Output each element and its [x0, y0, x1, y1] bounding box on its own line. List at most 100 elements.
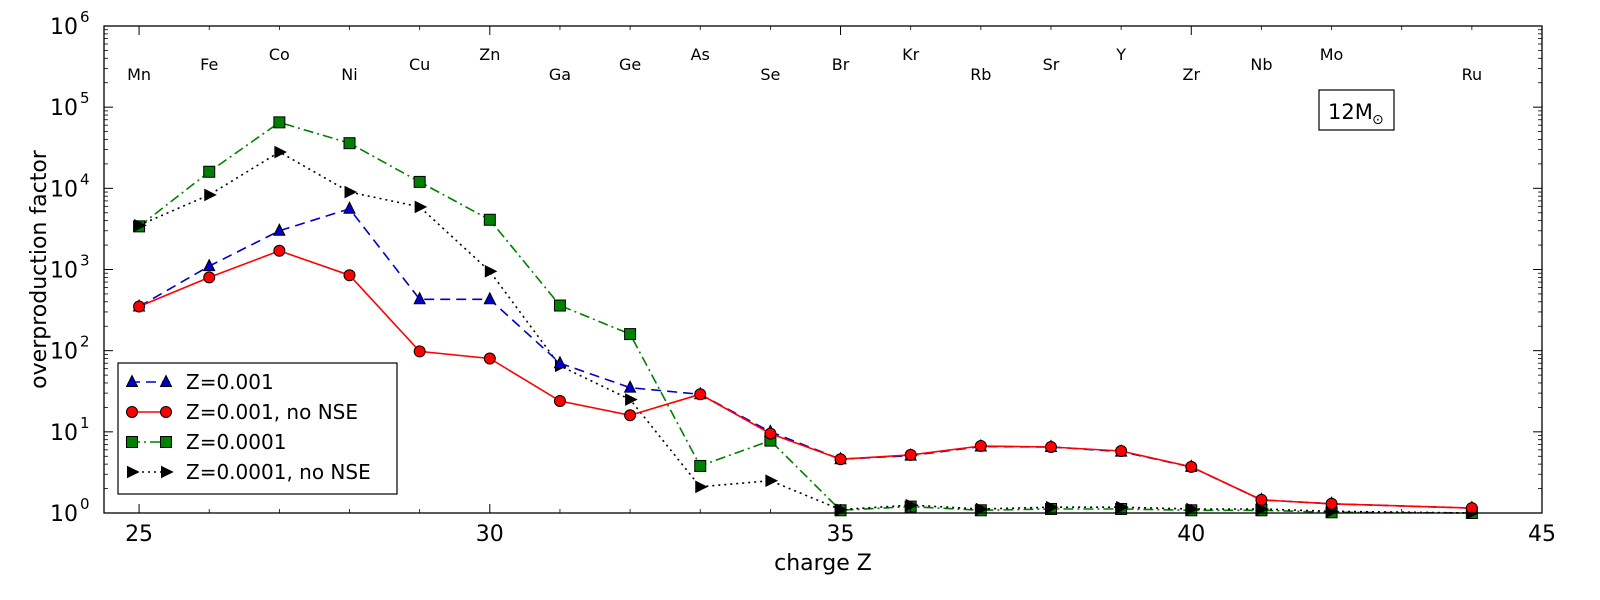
y-tick-label-3: 10 [50, 259, 78, 284]
point-1-11 [904, 448, 917, 461]
y-tick-exp-4: 4 [80, 170, 90, 188]
legend-marker-b-2 [160, 436, 172, 448]
y-tick-label-5: 10 [50, 96, 78, 121]
point-1-7 [624, 409, 637, 422]
point-1-1 [203, 271, 216, 284]
element-label-co: Co [269, 45, 290, 64]
point-3-4 [414, 200, 428, 214]
y-tick-exp-3: 3 [80, 252, 90, 270]
element-label-mn: Mn [127, 65, 151, 84]
y-tick-exp-1: 1 [80, 414, 90, 432]
x-axis-title: charge Z [774, 551, 872, 576]
point-0-7 [623, 380, 637, 393]
point-1-13 [1044, 441, 1057, 454]
legend-marker-b-0 [159, 374, 173, 387]
y-tick-exp-6: 6 [80, 8, 90, 26]
point-2-3 [343, 137, 356, 150]
point-2-6 [553, 299, 566, 312]
element-label-se: Se [760, 65, 780, 84]
point-1-10 [834, 453, 847, 466]
legend-marker-b-1 [160, 406, 172, 418]
element-label-ru: Ru [1462, 65, 1483, 84]
y-tick-label-2: 10 [50, 340, 78, 365]
legend-label-3: Z=0.0001, no NSE [186, 460, 371, 484]
y-tick-label-6: 10 [50, 15, 78, 40]
point-3-3 [344, 185, 358, 199]
series-1 [133, 244, 1478, 515]
point-1-9 [764, 427, 777, 440]
x-tick-label-30: 30 [476, 522, 504, 547]
element-label-mo: Mo [1320, 45, 1344, 64]
point-1-16 [1255, 493, 1268, 506]
mass-annotation: 12M ⊙ [1318, 89, 1395, 131]
mass-label: 12M [1328, 100, 1373, 124]
element-label-as: As [691, 45, 710, 64]
element-label-ni: Ni [341, 65, 357, 84]
point-0-1 [202, 258, 216, 272]
legend-item-2: Z=0.0001 [126, 430, 286, 454]
legend-label-0: Z=0.001 [186, 370, 274, 394]
element-labels: Mn Fe Co Ni Cu Zn Ga Ge As Se Br Kr Rb Sr Y Zr Nb Mo Ru [127, 45, 1482, 84]
point-3-15 [1186, 502, 1199, 516]
mass-subscript: ⊙ [1372, 112, 1384, 128]
legend-marker-a-2 [126, 436, 138, 448]
point-1-3 [343, 269, 356, 282]
element-label-y: Y [1115, 45, 1126, 64]
point-2-8 [694, 459, 707, 472]
y-tick-label-0: 10 [50, 502, 78, 527]
y-axis-title: overproduction factor [27, 149, 52, 389]
point-1-17 [1325, 497, 1338, 510]
point-3-13 [1045, 500, 1059, 514]
x-tick-label-40: 40 [1177, 522, 1205, 547]
point-1-8 [694, 388, 707, 401]
point-3-5 [484, 264, 498, 278]
point-2-7 [624, 328, 637, 341]
point-0-2 [273, 223, 286, 236]
point-3-11 [905, 498, 919, 512]
point-0-3 [343, 201, 356, 214]
point-1-12 [974, 439, 987, 452]
element-label-br: Br [832, 55, 850, 74]
legend-item-0: Z=0.001 [125, 370, 274, 394]
point-2-4 [413, 175, 426, 188]
element-label-kr: Kr [902, 45, 919, 64]
element-label-ge: Ge [619, 55, 641, 74]
point-3-0 [134, 219, 147, 232]
y-tick-label-4: 10 [50, 177, 78, 202]
point-0-5 [483, 291, 497, 305]
legend-marker-a-1 [126, 406, 138, 418]
y-tick-exp-0: 0 [80, 495, 90, 513]
legend-label-2: Z=0.0001 [186, 430, 286, 454]
y-tick-label-1: 10 [50, 421, 78, 446]
point-3-8 [695, 480, 708, 494]
element-label-zn: Zn [479, 45, 500, 64]
point-1-14 [1115, 445, 1128, 458]
legend-marker-b-3 [161, 465, 174, 479]
point-2-1 [203, 165, 216, 178]
y-tick-exp-5: 5 [80, 89, 90, 107]
mass-box [1318, 89, 1395, 131]
data-series [132, 116, 1480, 520]
element-label-cu: Cu [409, 55, 430, 74]
point-0-6 [553, 355, 567, 369]
point-3-7 [625, 393, 638, 406]
point-1-2 [273, 244, 286, 257]
y-tick-exp-2: 2 [80, 333, 90, 351]
element-label-rb: Rb [970, 65, 991, 84]
element-label-ga: Ga [549, 65, 571, 84]
legend: Z=0.001 Z=0.001, no NSE Z=0.0001 Z=0.0001, … [117, 362, 398, 495]
legend-label-1: Z=0.001, no NSE [186, 400, 358, 424]
element-label-zr: Zr [1182, 65, 1200, 84]
point-3-16 [1256, 502, 1270, 516]
legend-marker-a-3 [127, 465, 140, 479]
point-1-5 [483, 352, 496, 365]
x-tick-label-35: 35 [827, 522, 855, 547]
point-2-5 [483, 213, 496, 226]
point-0-4 [413, 291, 426, 305]
x-tick-label-45: 45 [1528, 522, 1556, 547]
point-3-12 [975, 502, 989, 516]
element-label-sr: Sr [1043, 55, 1060, 74]
point-3-1 [204, 188, 217, 202]
